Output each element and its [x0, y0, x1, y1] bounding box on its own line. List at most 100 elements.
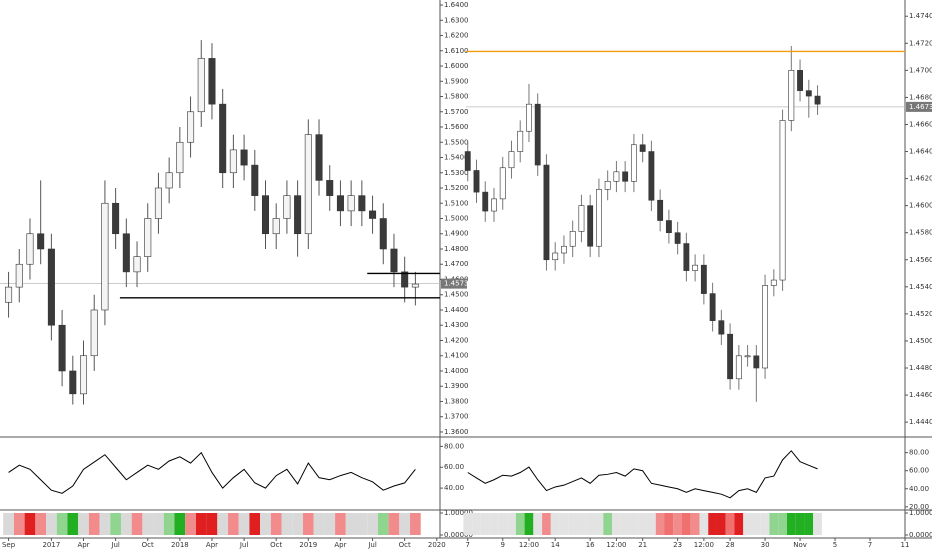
strip-cell — [594, 513, 604, 535]
candle-body — [622, 171, 629, 182]
x-tick-label: 16 — [586, 541, 595, 549]
strip-cell — [673, 513, 683, 535]
x-tick-label: Jul — [239, 541, 249, 549]
x-tick-label: Oct — [270, 541, 282, 549]
y-tick-label: 1.3800 — [444, 397, 469, 405]
candle-body — [283, 195, 291, 219]
strip-cell — [542, 513, 551, 535]
strip-cell — [734, 513, 744, 535]
x-tick-label: Sep — [2, 541, 16, 549]
strip-cell — [78, 513, 89, 535]
y-tick-label: 80.00 — [444, 442, 464, 450]
candle-body — [401, 271, 409, 288]
candle-body — [762, 285, 769, 369]
strip-cell — [3, 513, 14, 535]
y-tick-label: 1.5400 — [444, 154, 469, 162]
strip-cell — [559, 513, 569, 535]
strip-cell — [463, 513, 473, 535]
candle-body — [176, 141, 184, 174]
candle-body — [79, 355, 88, 395]
candle-body — [534, 103, 541, 166]
y-tick-label: 40.00 — [444, 484, 464, 492]
candle-body — [735, 355, 742, 380]
strip-cell — [629, 513, 639, 535]
candle-body — [543, 164, 550, 261]
strip-cell — [249, 513, 261, 535]
y-tick-label: 1.4580 — [909, 229, 932, 237]
y-tick-label: 1.4400 — [444, 306, 469, 314]
strip-cell — [620, 513, 630, 535]
candle-body — [718, 320, 725, 335]
candle-body — [464, 151, 471, 171]
candle-body — [508, 151, 515, 169]
y-tick-label: 1.4460 — [909, 391, 932, 399]
y-tick-label: 1.5700 — [444, 108, 469, 116]
y-tick-label: 1.4660 — [909, 120, 932, 128]
candle-body — [779, 120, 786, 281]
strip-cell — [56, 513, 68, 535]
y-tick-label: 1.5500 — [444, 138, 469, 146]
strip-cell — [367, 513, 378, 535]
strip-cell — [410, 513, 421, 535]
x-tick-label: 11 — [901, 541, 910, 549]
y-tick-label: 1.4640 — [909, 148, 932, 156]
y-tick-label: 1.6000 — [444, 62, 469, 70]
strip-cell — [195, 513, 207, 535]
candle-body — [657, 199, 664, 221]
y-tick-label: 1.6200 — [444, 32, 469, 40]
y-tick-label: 1.00000 — [444, 509, 473, 517]
x-tick-label: 7 — [868, 541, 872, 549]
strip-cell — [206, 513, 218, 535]
y-tick-label: 20.00 — [909, 503, 929, 511]
candle-body — [744, 355, 751, 358]
strip-cell — [682, 513, 691, 535]
candle-body — [482, 191, 489, 212]
y-tick-label: 1.4480 — [909, 364, 932, 372]
y-tick-label: 1.4520 — [909, 310, 932, 318]
strip-cell — [743, 513, 752, 535]
candle-body — [294, 195, 302, 235]
last-price-label: 1.4673 — [909, 103, 932, 111]
y-tick-label: 1.4800 — [444, 245, 469, 253]
candle-body — [569, 231, 576, 247]
strip-cell — [335, 513, 346, 535]
candle-body — [411, 283, 419, 288]
last-price-box — [441, 278, 467, 289]
candle-body — [187, 111, 195, 143]
candle-body — [133, 256, 141, 273]
candle-body — [499, 167, 506, 200]
candle-body — [165, 172, 173, 189]
strip-cell — [786, 513, 796, 535]
candle-body — [552, 252, 559, 261]
strip-cell — [778, 513, 787, 535]
x-tick-label: 21 — [638, 541, 647, 549]
strip-cell — [313, 513, 325, 535]
strip-cell — [813, 513, 822, 535]
candle-body — [15, 263, 23, 288]
y-tick-label: 1.3700 — [444, 413, 469, 421]
strip-cell — [302, 513, 314, 535]
strip-cell — [655, 513, 665, 535]
candle-body — [304, 134, 312, 235]
y-tick-label: 0.00000 — [444, 531, 473, 539]
x-tick-label: 12:00 — [694, 541, 714, 549]
y-tick-label: 1.4000 — [444, 367, 469, 375]
y-tick-label: 1.3900 — [444, 382, 469, 390]
x-tick-label: 23 — [673, 541, 682, 549]
x-tick-label: 5 — [833, 541, 837, 549]
candle-body — [674, 232, 681, 244]
candle-body — [390, 248, 398, 273]
x-tick-label: Jul — [110, 541, 120, 549]
x-tick-label: 2017 — [42, 541, 60, 549]
candle-body — [692, 264, 699, 271]
y-tick-label: 1.4100 — [444, 352, 469, 360]
candle-body — [561, 245, 567, 254]
y-tick-label: 1.5200 — [444, 184, 469, 192]
candle-body — [251, 164, 259, 196]
y-tick-label: 1.6300 — [444, 16, 469, 24]
strip-cell — [24, 513, 36, 535]
candle-body — [604, 180, 611, 190]
y-tick-label: 1.4680 — [909, 93, 932, 101]
y-tick-label: 1.5300 — [444, 169, 469, 177]
